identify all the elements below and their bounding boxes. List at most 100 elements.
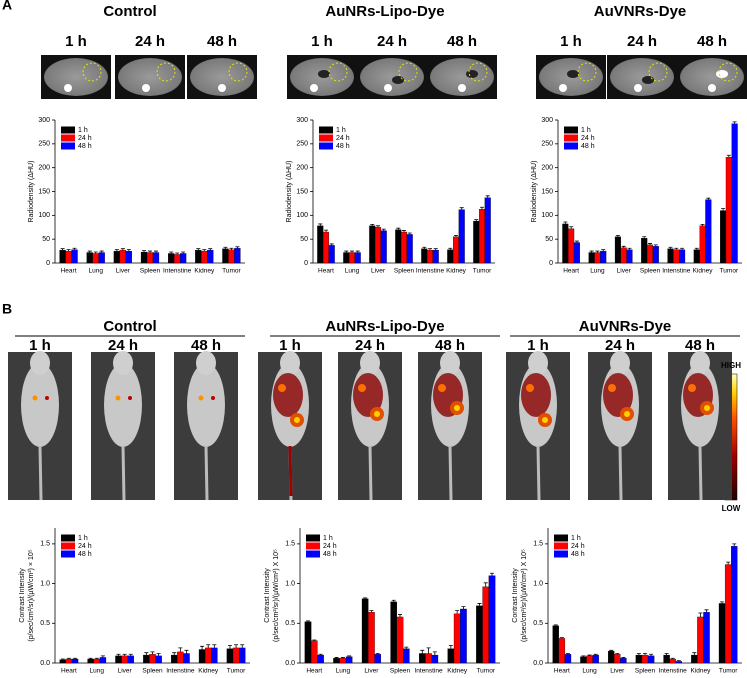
error-bar (150, 651, 155, 655)
mouse-head (196, 351, 216, 375)
error-bar (128, 653, 133, 656)
ct-roi (718, 62, 738, 82)
y-axis-label: Contrast Intensity (512, 568, 519, 623)
error-bar (732, 543, 737, 547)
y-tick-label: 200 (541, 165, 553, 172)
signal (688, 384, 696, 392)
bar (484, 197, 491, 264)
y-tick-label: 0 (549, 260, 553, 267)
bar (562, 223, 569, 264)
ct-body (430, 58, 494, 96)
legend-label: 48 h (323, 551, 337, 558)
mouse-body (187, 363, 225, 447)
error-bar (344, 250, 349, 253)
mouse-head (440, 351, 460, 375)
bar (86, 252, 93, 264)
bar (447, 648, 455, 664)
ct-bone (708, 84, 716, 92)
error-bar (649, 653, 654, 656)
error-bar (93, 251, 98, 254)
ct-roi (328, 62, 348, 82)
y-tick-label: 1.5 (285, 541, 295, 548)
signal (198, 395, 204, 401)
bar (607, 650, 615, 664)
error-bar (455, 610, 460, 614)
time-label: 24 h (605, 337, 635, 354)
bar (673, 249, 680, 264)
y-tick-label: 300 (541, 117, 553, 124)
error-bar (142, 250, 147, 253)
bar (339, 658, 347, 664)
ct-roi (398, 62, 418, 82)
signal (358, 384, 366, 392)
y-tick-label: 300 (38, 117, 50, 124)
x-tick-label: Heart (61, 268, 77, 275)
error-bar (87, 250, 92, 253)
y-tick-label: 0.5 (40, 620, 50, 627)
bar (343, 252, 350, 264)
bar (588, 252, 595, 264)
bar (478, 208, 486, 264)
bar (558, 638, 566, 664)
bar (614, 236, 621, 264)
ct-body (44, 58, 108, 96)
x-tick-label: Tumor (719, 668, 738, 675)
bar (234, 248, 241, 264)
y-tick-label: 50 (300, 236, 308, 243)
bar (152, 252, 160, 264)
group-title: AuVNRs-Dye (579, 318, 672, 335)
error-bar (172, 652, 177, 656)
error-bar (227, 645, 232, 649)
legend-swatch (61, 142, 75, 150)
legend-label: 48 h (78, 143, 92, 150)
bar (328, 245, 335, 264)
signal (32, 395, 38, 401)
error-bar (428, 248, 432, 251)
bar (635, 654, 643, 664)
error-bar (363, 597, 368, 599)
x-tick-label: Tumor (720, 268, 739, 275)
ct-body (360, 58, 424, 96)
error-bar (340, 657, 345, 659)
error-bar (66, 657, 71, 660)
bar (87, 658, 94, 664)
legend-swatch (564, 126, 578, 134)
x-tick-label: Liver (116, 268, 131, 275)
legend-swatch (306, 542, 320, 550)
bar (564, 654, 572, 664)
mouse-tail (536, 445, 541, 501)
y-tick-label: 150 (541, 188, 553, 195)
signal (288, 445, 293, 497)
bar (482, 586, 490, 664)
error-bar (200, 645, 205, 650)
error-bar (485, 195, 490, 198)
bar (121, 655, 128, 664)
error-bar (692, 652, 697, 656)
legend-swatch (554, 534, 568, 542)
x-tick-label: Tumor (222, 268, 241, 275)
bar (402, 648, 410, 664)
error-bar (208, 248, 213, 251)
bar (198, 649, 206, 664)
x-tick-label: Tumor (473, 268, 492, 275)
bar (226, 648, 234, 664)
y-tick-label: 1.0 (285, 580, 295, 587)
x-tick-label: Lung (590, 268, 605, 275)
legend-label: 1 h (581, 127, 591, 134)
error-bar (114, 249, 119, 252)
x-tick-label: Kidney (194, 268, 215, 275)
bar (140, 251, 148, 264)
error-bar (73, 657, 78, 660)
error-bar (477, 603, 482, 606)
signal (353, 373, 383, 417)
mouse-tail (368, 445, 373, 501)
bar (395, 229, 402, 264)
error-bar (674, 247, 679, 250)
error-bar (212, 644, 217, 648)
signal (704, 405, 710, 411)
x-tick-label: Kidney (198, 668, 219, 675)
bar (705, 199, 712, 264)
bar (641, 654, 649, 664)
bar (691, 654, 698, 664)
